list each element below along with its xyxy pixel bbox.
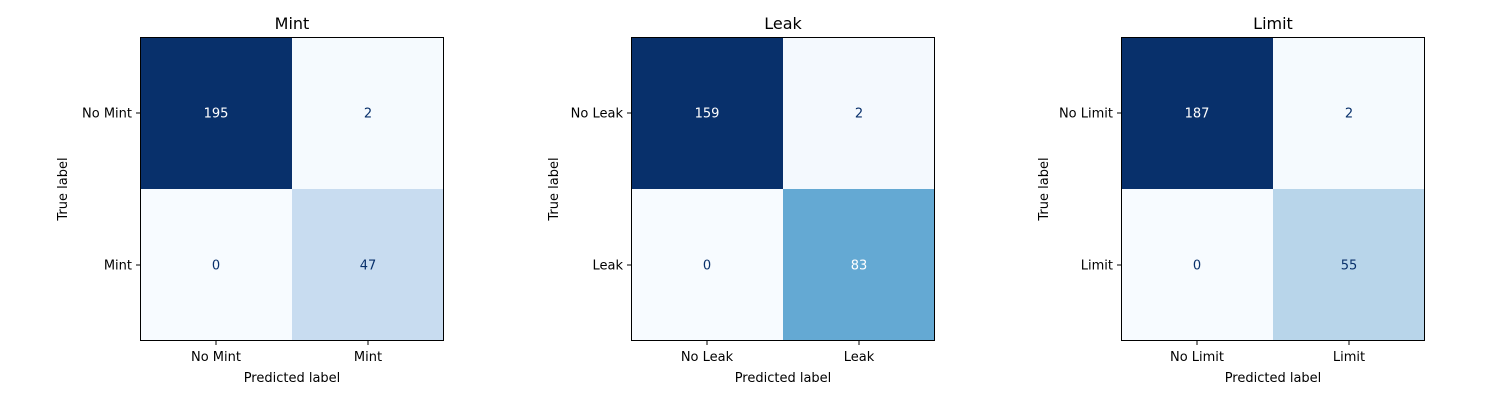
- matrix-cell: [631, 37, 783, 189]
- cell-value-label: 159: [695, 107, 720, 122]
- confusion-matrix-panel-2: 159 2 0 83 Leak No Leak Leak No Leak Leak Predict…: [547, 14, 935, 386]
- matrix-cell: [1273, 189, 1425, 341]
- x-axis-label: Predicted label: [244, 371, 341, 386]
- x-tick-label: Limit: [1333, 350, 1365, 365]
- matrix-cell: [140, 189, 292, 341]
- axes-frame: [140, 37, 444, 341]
- y-tick-label: Leak: [592, 259, 623, 274]
- axes-frame: [631, 37, 935, 341]
- x-tick-label: No Leak: [681, 350, 734, 365]
- y-axis-label: True label: [56, 157, 71, 221]
- matrix-cell: [631, 189, 783, 341]
- cell-value-label: 0: [212, 259, 220, 274]
- cell-value-label: 2: [855, 107, 863, 122]
- cell-value-label: 0: [1193, 259, 1201, 274]
- y-tick-label: No Leak: [571, 107, 624, 122]
- axes-frame: [1121, 37, 1425, 341]
- x-tick-label: No Limit: [1170, 350, 1224, 365]
- chart-title: Leak: [764, 14, 802, 33]
- matrix-cell: [1273, 37, 1425, 189]
- chart-title: Mint: [275, 14, 310, 33]
- matrix-cell: [292, 189, 444, 341]
- confusion-matrix-panel-1: 195 2 0 47 Mint No Mint Mint No Mint Mint Predict…: [56, 14, 444, 386]
- y-axis-label: True label: [547, 157, 562, 221]
- x-tick-label: Mint: [354, 350, 382, 365]
- x-tick-label: Leak: [844, 350, 875, 365]
- matrix-cell: [783, 37, 935, 189]
- confusion-matrix-panel-3: 187 2 0 55 Limit No Limit Limit No Limit Limit Pr…: [1037, 14, 1425, 386]
- y-tick-label: No Mint: [82, 107, 132, 122]
- matrix-cell: [1121, 189, 1273, 341]
- cell-value-label: 0: [703, 259, 711, 274]
- y-axis-label: True label: [1037, 157, 1052, 221]
- x-axis-label: Predicted label: [1225, 371, 1322, 386]
- matrix-cell: [1121, 37, 1273, 189]
- cell-value-label: 55: [1341, 259, 1358, 274]
- x-axis-label: Predicted label: [735, 371, 832, 386]
- cell-value-label: 195: [204, 107, 229, 122]
- cell-value-label: 187: [1185, 107, 1210, 122]
- x-tick-label: No Mint: [191, 350, 241, 365]
- cell-value-label: 2: [364, 107, 372, 122]
- matrix-cell: [140, 37, 292, 189]
- y-tick-label: Limit: [1081, 259, 1113, 274]
- matrix-cell: [292, 37, 444, 189]
- chart-title: Limit: [1253, 14, 1293, 33]
- cell-value-label: 47: [360, 259, 377, 274]
- cell-value-label: 83: [851, 259, 868, 274]
- y-tick-label: Mint: [104, 259, 132, 274]
- matrix-cell: [783, 189, 935, 341]
- y-tick-label: No Limit: [1059, 107, 1113, 122]
- cell-value-label: 2: [1345, 107, 1353, 122]
